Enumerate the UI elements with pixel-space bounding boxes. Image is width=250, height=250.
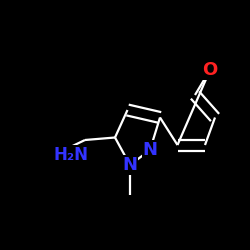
- Text: N: N: [142, 141, 158, 159]
- Text: N: N: [122, 156, 138, 174]
- Text: O: O: [202, 61, 218, 79]
- Text: H₂N: H₂N: [54, 146, 89, 164]
